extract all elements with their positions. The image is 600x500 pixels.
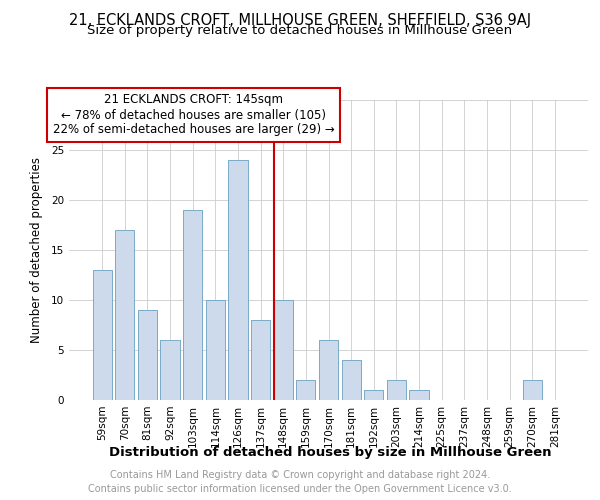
Bar	[92, 270, 112, 400]
Bar	[138, 310, 157, 400]
Bar	[341, 360, 361, 400]
Bar	[274, 300, 293, 400]
Text: Distribution of detached houses by size in Millhouse Green: Distribution of detached houses by size …	[109, 446, 551, 459]
Text: 21, ECKLANDS CROFT, MILLHOUSE GREEN, SHEFFIELD, S36 9AJ: 21, ECKLANDS CROFT, MILLHOUSE GREEN, SHE…	[69, 12, 531, 28]
Bar	[364, 390, 383, 400]
Bar	[319, 340, 338, 400]
Bar	[115, 230, 134, 400]
Bar	[251, 320, 270, 400]
Bar	[409, 390, 428, 400]
Bar	[160, 340, 180, 400]
Bar	[183, 210, 202, 400]
Bar	[229, 160, 248, 400]
Bar	[296, 380, 316, 400]
Text: Contains HM Land Registry data © Crown copyright and database right 2024.
Contai: Contains HM Land Registry data © Crown c…	[88, 470, 512, 494]
Bar	[523, 380, 542, 400]
Bar	[206, 300, 225, 400]
Text: 21 ECKLANDS CROFT: 145sqm
← 78% of detached houses are smaller (105)
22% of semi: 21 ECKLANDS CROFT: 145sqm ← 78% of detac…	[53, 94, 334, 136]
Text: Size of property relative to detached houses in Millhouse Green: Size of property relative to detached ho…	[88, 24, 512, 37]
Bar	[387, 380, 406, 400]
Y-axis label: Number of detached properties: Number of detached properties	[29, 157, 43, 343]
